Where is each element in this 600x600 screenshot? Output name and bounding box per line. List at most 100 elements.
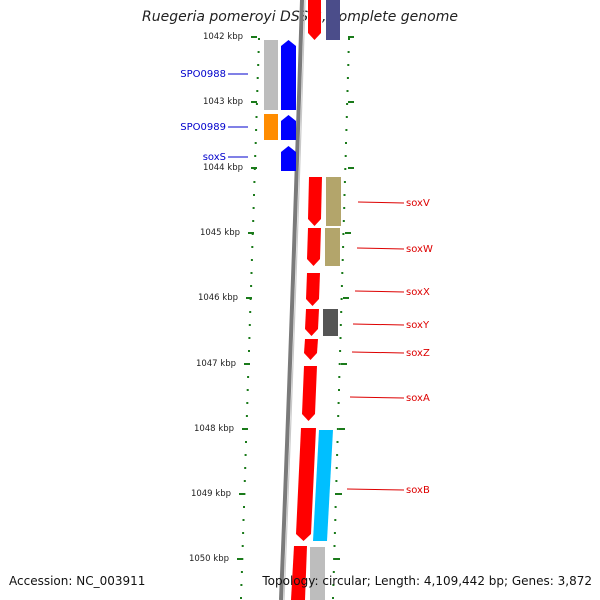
scale-label: 1046 kbp [198, 293, 238, 303]
left-dotted-ruler [250, 285, 253, 287]
gene-label-right: soxY [406, 320, 430, 331]
gene-label-left: soxS [203, 152, 226, 163]
leader-line-right [357, 201, 405, 204]
gene-arrow-bottom-partial [291, 546, 307, 600]
right-dotted-ruler [333, 545, 336, 547]
right-dotted-ruler [345, 116, 348, 118]
leader-line-right [349, 396, 405, 399]
left-dotted-ruler [252, 220, 255, 222]
gene-label-right: soxV [406, 198, 430, 209]
scale-major-tick [248, 232, 254, 234]
scale-major-tick-right [336, 493, 342, 495]
leader-line-right [351, 351, 405, 354]
right-dotted-ruler [341, 272, 344, 274]
left-dotted-ruler [257, 51, 260, 53]
left-dotted-ruler [246, 389, 249, 391]
gene-arrow-top-partial [308, 0, 321, 40]
gene-label-right: soxB [406, 485, 430, 496]
left-dotted-ruler [245, 415, 248, 417]
scale-major-tick [242, 428, 248, 430]
left-dotted-ruler [255, 116, 258, 118]
right-dotted-ruler [335, 480, 338, 482]
left-dotted-ruler [254, 142, 257, 144]
scale-label: 1049 kbp [191, 489, 231, 499]
right-dotted-ruler [347, 64, 350, 66]
gene-arrow-soxz [304, 339, 318, 360]
left-dotted-ruler [248, 324, 251, 326]
right-dotted-ruler [332, 597, 334, 599]
right-dotted-ruler [332, 571, 335, 573]
right-dotted-ruler [343, 181, 346, 183]
gene-label-left: SPO0989 [180, 122, 226, 133]
right-dotted-ruler [348, 38, 350, 40]
right-dotted-ruler [338, 389, 340, 391]
right-dotted-ruler [340, 311, 343, 313]
left-dotted-ruler [240, 571, 243, 573]
feature-khaki-soxw [325, 228, 340, 266]
right-dotted-ruler [346, 103, 349, 105]
right-dotted-ruler [334, 506, 337, 508]
right-dotted-ruler [340, 298, 343, 300]
scale-major-tick [251, 167, 257, 169]
topology-label: Topology: circular; Length: 4,109,442 bp… [262, 574, 592, 588]
left-dotted-ruler [250, 272, 253, 274]
right-dotted-ruler [333, 532, 336, 534]
leader-line-right [352, 323, 405, 326]
right-dotted-ruler [339, 350, 342, 352]
right-dotted-ruler [336, 441, 339, 443]
scale-label: 1045 kbp [200, 228, 240, 238]
feature-cyan-soxb [313, 430, 333, 541]
feature-darkgray-soxy [323, 309, 338, 336]
gene-label-right: soxX [406, 287, 430, 298]
right-dotted-ruler [337, 402, 340, 404]
right-dotted-ruler [344, 168, 347, 170]
gene-arrow-soxb [296, 428, 316, 541]
right-dotted-ruler [346, 77, 349, 79]
right-dotted-ruler [340, 285, 343, 287]
leader-line-right [354, 290, 405, 293]
left-dotted-ruler [245, 441, 247, 443]
left-dotted-ruler [242, 519, 245, 521]
scale-major-tick [246, 297, 252, 299]
right-dotted-ruler [343, 194, 346, 196]
scale-label: 1042 kbp [203, 32, 243, 42]
left-dotted-ruler [248, 350, 250, 352]
scale-major-tick-right [348, 167, 354, 169]
feature-gray-bottom [310, 547, 325, 600]
right-dotted-ruler [343, 207, 346, 209]
left-dotted-ruler [244, 467, 247, 469]
scale-major-tick [239, 493, 245, 495]
left-dotted-ruler [240, 584, 243, 586]
right-dotted-ruler [341, 259, 344, 261]
scale-major-tick [244, 363, 250, 365]
right-dotted-ruler [338, 363, 341, 365]
feature-gray-spo0988 [264, 40, 278, 110]
gene-arrow-soxa [302, 366, 317, 421]
scale-major-tick [251, 101, 257, 103]
gene-arrow-soxy [305, 309, 319, 336]
right-dotted-ruler [334, 519, 337, 521]
left-dotted-ruler [248, 337, 251, 339]
right-dotted-ruler [332, 584, 335, 586]
right-dotted-ruler [337, 415, 340, 417]
left-dotted-ruler [255, 129, 258, 131]
accession-label: Accession: NC_003911 [9, 574, 146, 588]
leader-line-right [346, 488, 405, 491]
left-dotted-ruler [251, 246, 254, 248]
scale-major-tick-right [343, 297, 349, 299]
right-dotted-ruler [342, 220, 345, 222]
left-dotted-ruler [257, 64, 260, 66]
left-dotted-ruler [252, 207, 255, 209]
backbone-highlight [283, 0, 306, 600]
right-dotted-ruler [344, 155, 347, 157]
left-dotted-ruler [249, 311, 252, 313]
gene-arrow-soxx [306, 273, 320, 306]
right-dotted-ruler [347, 51, 350, 53]
scale-major-tick-right [334, 558, 340, 560]
right-dotted-ruler [345, 142, 347, 144]
left-dotted-ruler [243, 480, 246, 482]
feature-orange-spo0989 [264, 114, 278, 140]
left-dotted-ruler [258, 38, 260, 40]
scale-label: 1047 kbp [196, 359, 236, 369]
